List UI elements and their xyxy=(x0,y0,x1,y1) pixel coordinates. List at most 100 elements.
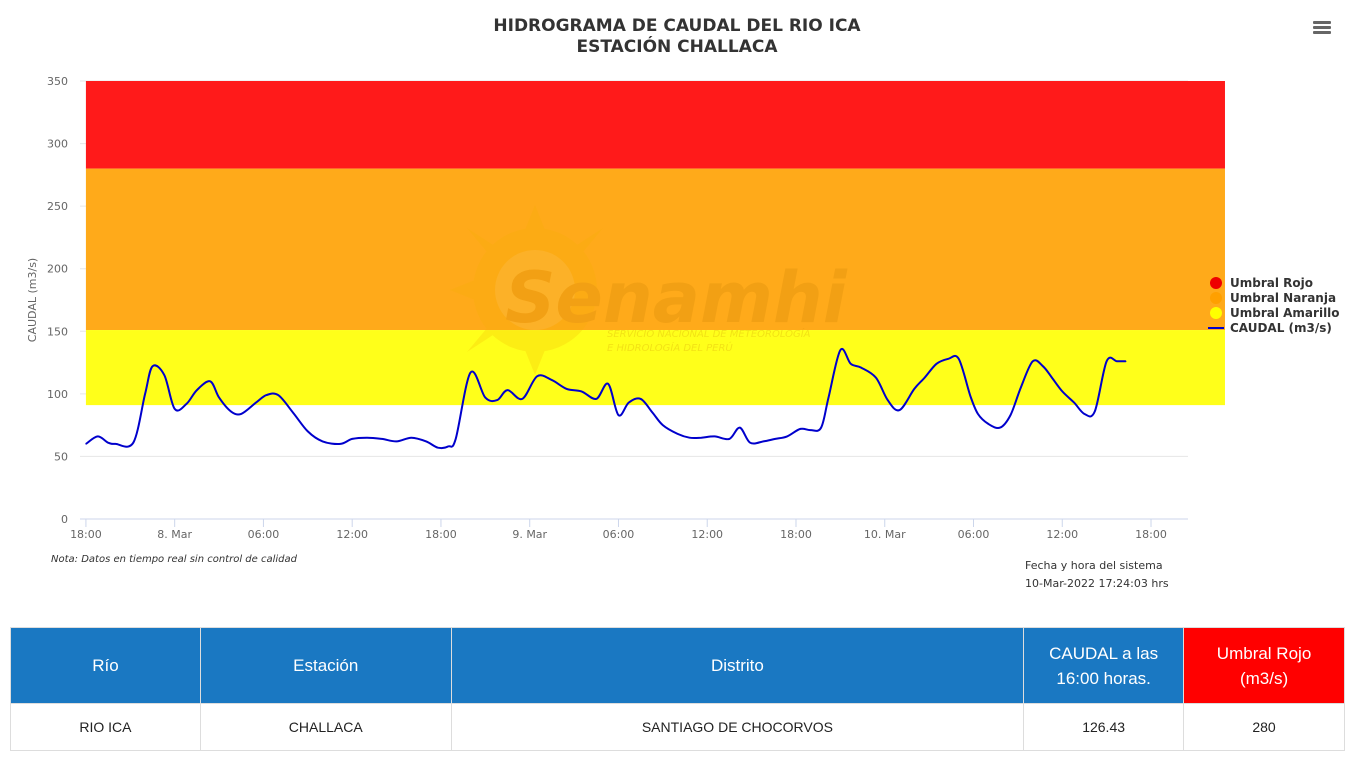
caudal-data-point xyxy=(1116,360,1118,362)
legend-item-label[interactable]: CAUDAL (m3/s) xyxy=(1230,321,1332,335)
y-tick-label: 100 xyxy=(47,388,68,401)
caudal-data-point xyxy=(947,358,950,360)
caudal-data-point xyxy=(339,443,341,445)
legend-item-label[interactable]: Umbral Amarillo xyxy=(1230,306,1340,320)
caudal-series-line xyxy=(85,347,1126,450)
caudal-data-point xyxy=(1106,360,1108,362)
caudal-data-point xyxy=(536,375,538,377)
caudal-data-point xyxy=(580,390,583,392)
caudal-data-point xyxy=(749,442,751,444)
caudal-data-point xyxy=(1073,402,1075,404)
legend-marker-dot xyxy=(1210,307,1222,319)
caudal-data-point xyxy=(351,438,353,440)
caudal-data-point xyxy=(1094,410,1096,412)
caudal-data-point xyxy=(1020,387,1022,389)
x-tick-label: 06:00 xyxy=(248,528,280,541)
table-header-row: Río Estación Distrito CAUDAL a las 16:00 … xyxy=(10,627,1345,704)
caudal-data-point xyxy=(1032,360,1034,362)
caudal-data-point xyxy=(174,408,176,410)
caudal-data-point xyxy=(566,388,568,390)
caudal-data-point xyxy=(506,389,509,391)
caudal-data-point xyxy=(651,412,654,414)
caudal-data-point xyxy=(1083,413,1085,415)
caudal-data-point xyxy=(820,427,822,429)
caudal-data-point xyxy=(144,393,146,395)
caudal-data-point xyxy=(292,412,294,414)
legend-item-label[interactable]: Umbral Naranja xyxy=(1230,291,1336,305)
y-tick-label: 200 xyxy=(47,263,68,276)
caudal-data-point xyxy=(595,398,597,400)
caudal-data-point xyxy=(700,437,702,439)
caudal-data-point xyxy=(218,397,220,399)
caudal-data-point xyxy=(762,440,765,442)
y-tick-label: 250 xyxy=(47,200,68,213)
caudal-data-point xyxy=(999,427,1001,429)
caudal-data-point xyxy=(447,445,449,447)
caudal-data-point xyxy=(774,438,776,440)
y-tick-label: 50 xyxy=(54,450,68,463)
caudal-data-point xyxy=(860,367,862,369)
caudal-data-point xyxy=(662,424,664,426)
caudal-data-point xyxy=(209,380,211,382)
x-tick-label: 12:00 xyxy=(1046,528,1078,541)
table-row: RIO ICA CHALLACA SANTIAGO DE CHOCORVOS 1… xyxy=(10,703,1345,751)
caudal-data-point xyxy=(958,358,960,360)
y-tick-label: 350 xyxy=(47,75,68,88)
header-umbral-line2: (m3/s) xyxy=(1239,668,1289,688)
caudal-data-point xyxy=(913,388,915,390)
caudal-data-point xyxy=(484,397,486,399)
caudal-data-point xyxy=(97,435,99,437)
caudal-data-point xyxy=(381,438,383,440)
series-layer xyxy=(85,347,1127,450)
threshold-bands xyxy=(85,81,1225,406)
header-rio-label: Río xyxy=(92,656,119,675)
threshold-band xyxy=(85,330,1225,406)
caudal-data-point xyxy=(469,372,472,374)
header-umbral-line1: Umbral Rojo xyxy=(1216,643,1312,663)
caudal-data-point xyxy=(799,428,802,430)
system-date-value: 10-Mar-2022 17:24:03 hrs xyxy=(1025,577,1169,590)
cell-umbral: 280 xyxy=(1183,703,1345,751)
header-umbral-rojo: Umbral Rojo (m3/s) xyxy=(1183,627,1345,704)
caudal-data-point xyxy=(196,389,198,391)
caudal-data-point xyxy=(827,397,830,399)
y-axis-title: CAUDAL (m3/s) xyxy=(26,258,39,342)
caudal-data-point xyxy=(551,379,553,381)
caudal-data-point xyxy=(1051,377,1053,379)
menu-bar-3 xyxy=(1313,31,1331,34)
caudal-data-point xyxy=(887,399,889,401)
legend-marker-dot xyxy=(1210,277,1222,289)
caudal-data-point xyxy=(935,363,938,365)
header-caudal-line1: CAUDAL a las xyxy=(1049,643,1159,663)
caudal-data-point xyxy=(875,377,877,379)
x-tick-label: 12:00 xyxy=(336,528,368,541)
caudal-data-point xyxy=(151,365,154,367)
caudal-data-point xyxy=(839,349,842,351)
caudal-data-point xyxy=(185,403,188,405)
caudal-data-point xyxy=(307,430,309,432)
caudal-data-point xyxy=(677,433,679,435)
data-quality-note: Nota: Datos en tiempo real sin control d… xyxy=(51,554,298,565)
caudal-data-point xyxy=(969,395,972,397)
x-tick-label: 18:00 xyxy=(425,528,457,541)
x-tick-label: 18:00 xyxy=(780,528,812,541)
caudal-data-point xyxy=(628,402,630,404)
threshold-band xyxy=(85,168,1225,331)
watermark-brand: Senamhi xyxy=(505,257,848,339)
x-tick-label: 10. Mar xyxy=(864,528,906,541)
legend-item-label[interactable]: Umbral Rojo xyxy=(1230,276,1313,290)
hamburger-menu-icon[interactable] xyxy=(1310,18,1334,38)
chart-title: HIDROGRAMA DE CAUDAL DEL RIO ICA xyxy=(493,16,861,36)
caudal-data-point xyxy=(410,437,412,439)
x-tick-label: 9. Mar xyxy=(512,528,547,541)
caudal-data-point xyxy=(521,398,523,400)
caudal-data-point xyxy=(85,443,87,445)
caudal-data-point xyxy=(396,440,398,442)
caudal-data-point xyxy=(898,409,901,411)
threshold-band xyxy=(85,81,1225,169)
header-rio: Río xyxy=(10,627,201,704)
y-tick-label: 300 xyxy=(47,138,68,151)
chart-subtitle: ESTACIÓN CHALLACA xyxy=(576,35,778,57)
caudal-data-point xyxy=(114,443,117,445)
